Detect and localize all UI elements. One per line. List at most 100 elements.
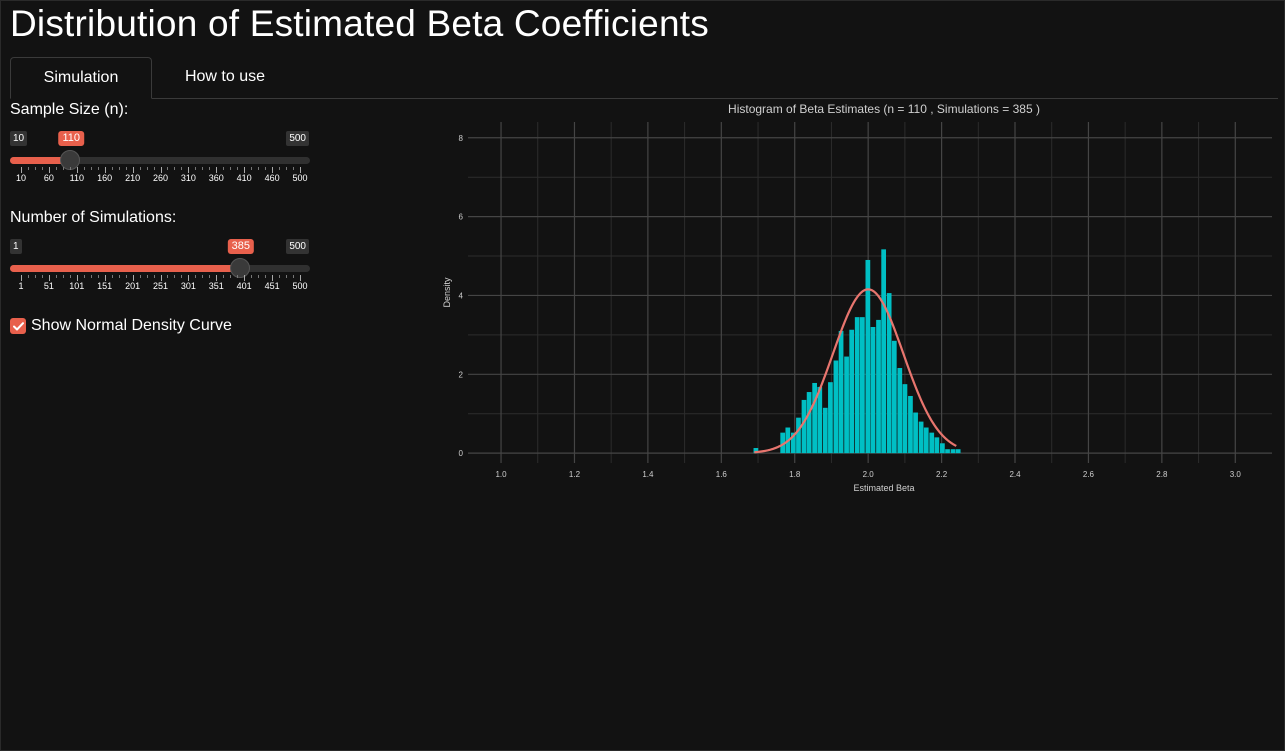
histogram-bar	[886, 293, 892, 454]
x-tick-label: 2.0	[863, 470, 875, 479]
show-density-checkbox[interactable]: Show Normal Density Curve	[10, 317, 232, 335]
sample-size-minor-tick	[279, 167, 281, 170]
simulations-ticks: 1 51 101 151 201 251 301 351 401 451 500	[10, 275, 310, 301]
simulations-tick	[188, 275, 190, 281]
sample-size-minor-tick	[111, 167, 113, 170]
histogram-bar	[881, 249, 887, 454]
simulations-minor-tick	[258, 275, 260, 278]
sample-size-tick	[104, 167, 106, 173]
x-tick-label: 1.8	[789, 470, 801, 479]
simulations-minor-tick	[125, 275, 127, 278]
sample-size-minor-tick	[118, 167, 120, 170]
sample-size-minor-tick	[251, 167, 253, 170]
sample-size-tick	[48, 167, 50, 173]
simulations-minor-tick	[62, 275, 64, 278]
simulations-minor-tick	[97, 275, 99, 278]
histogram-bar	[859, 317, 865, 454]
simulations-minor-tick	[167, 275, 169, 278]
sample-size-minor-tick	[265, 167, 267, 170]
histogram-bar	[838, 330, 844, 454]
sample-size-minor-tick	[195, 167, 197, 170]
sample-size-tick	[21, 167, 22, 173]
simulations-minor-tick	[118, 275, 120, 278]
simulations-minor-tick	[69, 275, 71, 278]
sample-size-tick-label: 310	[180, 173, 196, 183]
simulations-max-label: 500	[286, 239, 309, 254]
x-tick-label: 1.4	[642, 470, 654, 479]
simulations-minor-tick	[174, 275, 176, 278]
sample-size-min-label: 10	[10, 131, 28, 146]
sample-size-tick	[132, 167, 134, 173]
histogram-bar	[790, 432, 796, 454]
histogram-bar	[945, 449, 950, 454]
sample-size-tick-label: 210	[125, 173, 141, 183]
simulations-tick	[132, 275, 134, 281]
histogram-bar	[902, 384, 908, 454]
sample-size-minor-tick	[209, 167, 211, 170]
histogram-bar	[891, 340, 897, 454]
sample-size-minor-tick	[230, 167, 232, 170]
sample-size-minor-tick	[286, 167, 288, 170]
sample-size-minor-tick	[139, 167, 141, 170]
histogram-bar	[753, 448, 759, 454]
histogram-bar	[955, 449, 961, 454]
histogram-bar	[817, 386, 823, 454]
tab-bar: Simulation How to use	[10, 57, 1278, 99]
simulations-track[interactable]	[10, 258, 310, 278]
sample-size-minor-tick	[293, 167, 295, 170]
sample-size-slider[interactable]: 10 500 110 10 60 110 160 210 260 310 360 410 460 5…	[10, 131, 310, 193]
y-axis-label: Density	[442, 277, 452, 308]
y-tick-label: 8	[459, 134, 464, 143]
sample-size-tick	[76, 167, 78, 173]
simulations-tick-label: 251	[152, 281, 169, 291]
y-tick-label: 4	[459, 291, 464, 300]
sample-size-tick-label: 110	[69, 173, 84, 183]
simulations-minor-tick	[153, 275, 155, 278]
sample-size-minor-tick	[223, 167, 225, 170]
sample-size-minor-tick	[55, 167, 57, 170]
sample-size-tick-label: 10	[15, 173, 27, 183]
sample-size-track[interactable]	[10, 150, 310, 170]
simulations-tick	[216, 275, 218, 281]
histogram-bar	[844, 356, 849, 454]
histogram-bar	[822, 407, 828, 454]
simulations-minor-tick	[237, 275, 239, 278]
sample-size-value-badge: 110	[58, 131, 84, 146]
simulations-minor-tick	[34, 275, 36, 278]
checkbox-checked-icon[interactable]	[10, 318, 26, 334]
histogram-bar	[796, 417, 801, 454]
simulations-tick	[272, 275, 274, 281]
sample-size-fill	[10, 157, 72, 164]
simulations-minor-tick	[181, 275, 183, 278]
sample-size-tick-label: 410	[236, 173, 252, 183]
simulations-minor-tick	[286, 275, 288, 278]
sample-size-tick-label: 60	[43, 173, 54, 183]
histogram-bar	[801, 399, 807, 454]
simulations-tick-label: 500	[292, 281, 308, 291]
histogram-bar	[950, 449, 956, 454]
simulations-tick	[21, 275, 22, 281]
sample-size-label: Sample Size (n):	[10, 101, 129, 118]
sample-size-ticks: 10 60 110 160 210 260 310 360 410 460 500	[10, 167, 310, 193]
sample-size-minor-tick	[202, 167, 204, 170]
sample-size-minor-tick	[27, 167, 29, 170]
simulations-fill	[10, 265, 241, 272]
tab-simulation[interactable]: Simulation	[10, 57, 152, 99]
simulations-label: Number of Simulations:	[10, 209, 177, 226]
simulations-minor-tick	[146, 275, 148, 278]
simulations-minor-tick	[90, 275, 92, 278]
histogram-bar	[897, 367, 903, 454]
histogram-bar	[908, 395, 913, 454]
simulations-minor-tick	[230, 275, 232, 278]
simulations-slider[interactable]: 1 500 385 1 51 101 151 201 251 301 351 401 451 500	[10, 239, 310, 301]
simulations-minor-tick	[83, 275, 85, 278]
simulations-tick-label: 1	[18, 281, 24, 291]
simulations-minor-tick	[251, 275, 253, 278]
sample-size-minor-tick	[34, 167, 36, 170]
simulations-minor-tick	[111, 275, 113, 278]
simulations-minor-tick	[293, 275, 295, 278]
simulations-handle[interactable]	[229, 258, 250, 278]
x-tick-label: 2.6	[1083, 470, 1095, 479]
histogram-bar	[849, 329, 855, 454]
tab-how-to-use[interactable]: How to use	[184, 68, 266, 85]
